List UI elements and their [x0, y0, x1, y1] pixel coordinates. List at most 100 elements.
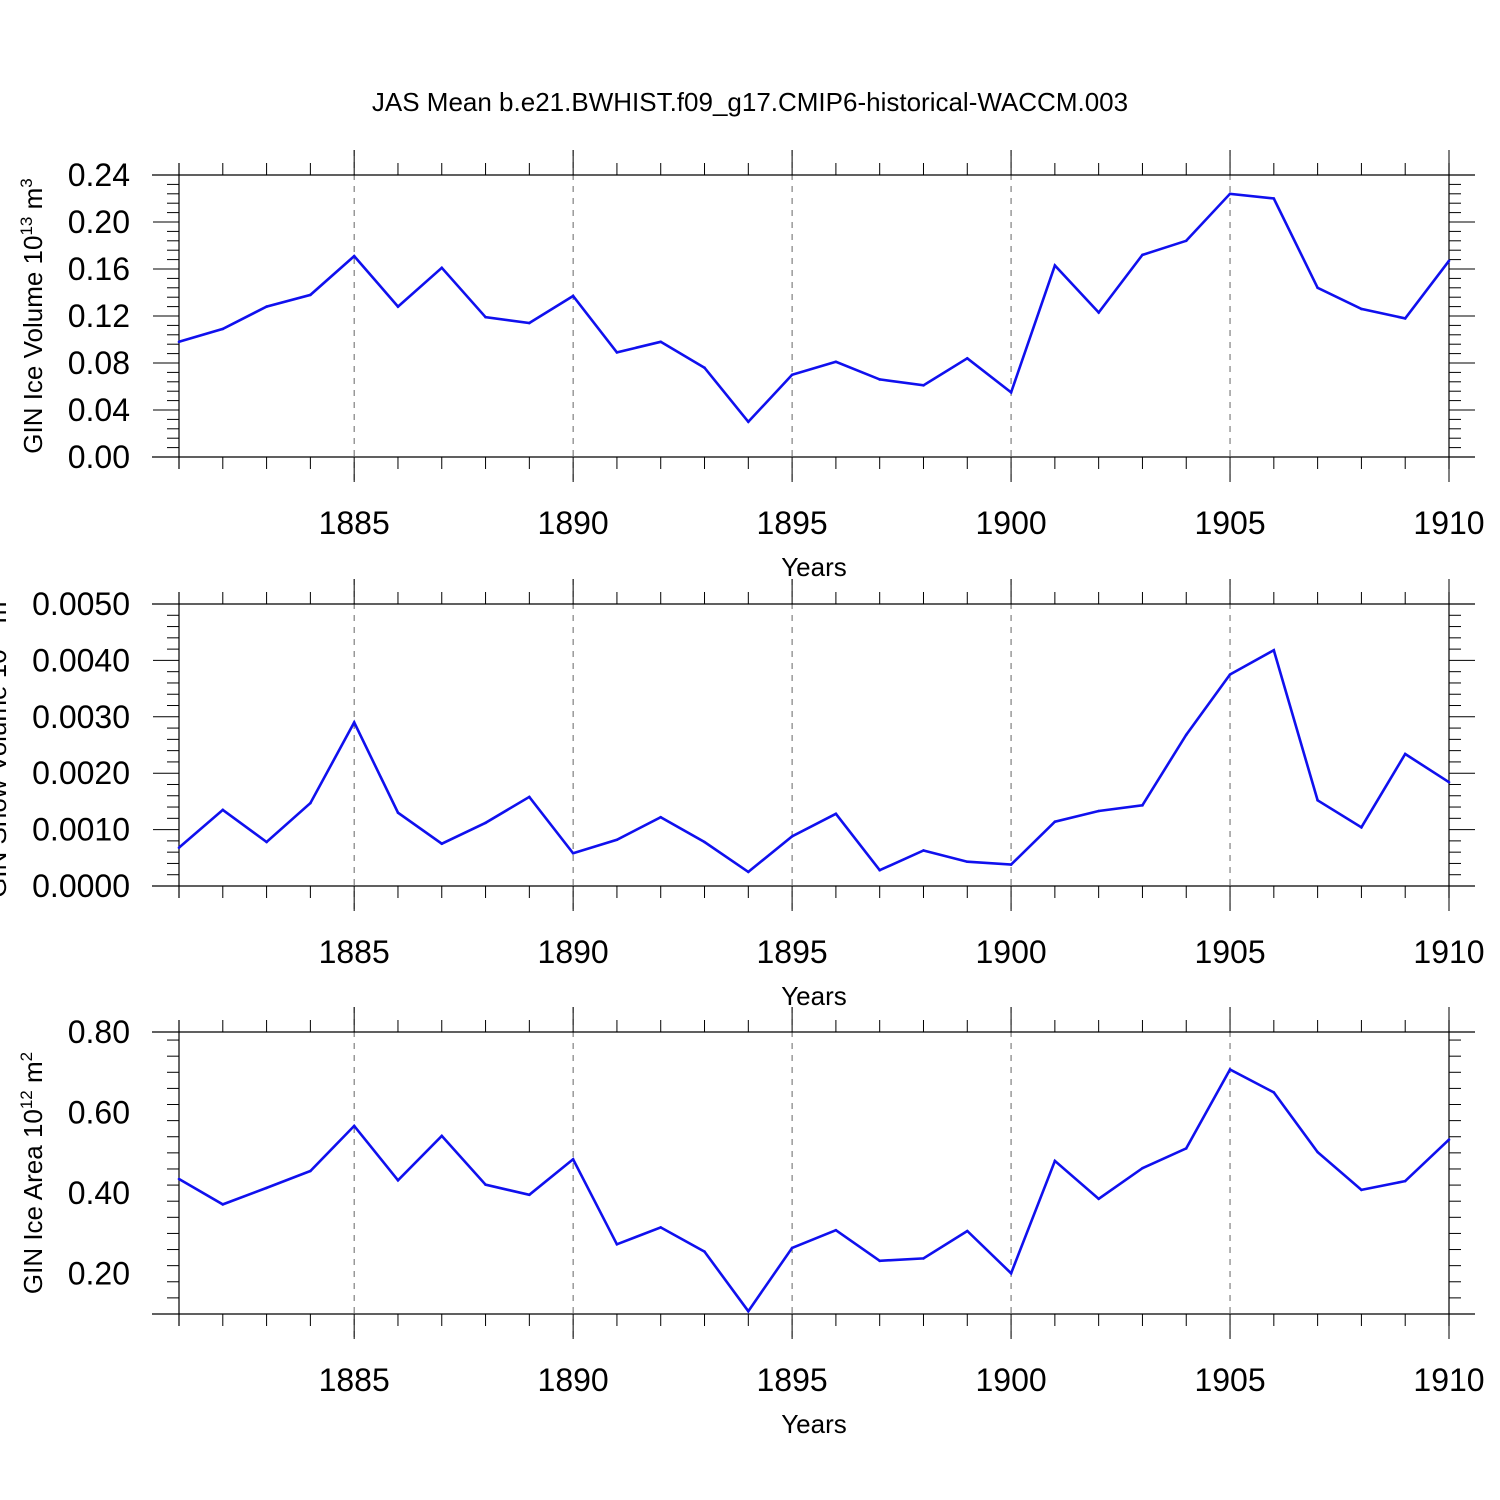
data-point: [1447, 259, 1451, 263]
data-point: [1360, 826, 1363, 829]
data-point: [265, 1186, 268, 1190]
y-tick-label: 0.0030: [32, 699, 130, 735]
data-point: [1053, 1159, 1057, 1163]
x-tick-label: 1895: [757, 1362, 828, 1398]
x-tick-label: 1910: [1413, 505, 1484, 541]
data-point: [1272, 1091, 1276, 1094]
data-point: [484, 315, 487, 319]
data-point: [528, 1193, 531, 1197]
y-tick-label: 0.0050: [32, 586, 130, 622]
y-label-exponent: 13: [17, 217, 36, 236]
y-tick-label: 0.20: [68, 204, 130, 240]
y-axis-label: GIN Ice Area 1012 m2: [17, 1052, 48, 1294]
data-point: [790, 1246, 794, 1250]
data-point: [309, 801, 312, 805]
ice-area-panel: 0.20 0.40 0.60 0.80 1885 1890 1895 1900 1905 1910…: [17, 1007, 1485, 1439]
y-tick-label: 0.12: [68, 298, 130, 334]
y-label-exponent: 12: [17, 1090, 36, 1109]
data-point: [747, 870, 750, 874]
data-point: [834, 360, 838, 364]
y-axis-label: GIN Ice Volume 1013 m3: [17, 178, 48, 454]
data-point: [265, 840, 268, 844]
data-point: [703, 840, 706, 844]
data-point: [177, 846, 181, 849]
data-point: [177, 1177, 181, 1181]
y-tick-label: 0.60: [68, 1095, 130, 1131]
x-tick-label: 1905: [1194, 934, 1265, 970]
data-point: [615, 1243, 619, 1246]
data-point: [440, 266, 444, 270]
data-point: [177, 340, 181, 344]
data-point: [396, 305, 400, 308]
x-tick-label: 1895: [757, 505, 828, 541]
y-tick-label: 0.16: [68, 251, 130, 287]
data-point: [1184, 1147, 1188, 1150]
y-tick-label: 0.20: [68, 1256, 130, 1292]
y-label-unit: m: [0, 602, 12, 631]
data-point: [1053, 264, 1057, 267]
data-point: [703, 366, 706, 370]
figure-title: JAS Mean b.e21.BWHIST.f09_g17.CMIP6-hist…: [372, 87, 1128, 117]
data-point: [1228, 673, 1232, 676]
data-point: [659, 340, 663, 344]
data-point: [1403, 317, 1407, 320]
data-point: [1403, 752, 1407, 756]
y-tick-label: 0.0010: [32, 812, 130, 848]
data-point: [1053, 820, 1057, 824]
x-tick-label: 1910: [1413, 934, 1484, 970]
x-axis-label: Years: [781, 981, 847, 1011]
data-point: [1097, 809, 1100, 813]
data-point: [878, 868, 881, 872]
data-point: [265, 305, 268, 308]
data-point: [352, 254, 356, 258]
data-point: [440, 1134, 444, 1138]
x-tick-label: 1900: [975, 505, 1046, 541]
data-point: [1009, 391, 1013, 394]
data-point: [528, 321, 531, 325]
data-point: [1447, 780, 1451, 784]
data-point: [659, 815, 663, 819]
x-tick-label: 1890: [538, 505, 609, 541]
snow-volume-panel: 0.0000 0.0010 0.0020 0.0030 0.0040 0.0050 1885…: [0, 579, 1485, 1011]
x-tick-label: 1890: [538, 1362, 609, 1398]
x-tick-label: 1910: [1413, 1362, 1484, 1398]
data-point: [659, 1226, 663, 1229]
x-tick-label: 1890: [538, 934, 609, 970]
y-axis-label: GIN Snow Volume 1013 m3: [0, 592, 12, 898]
y-label-main: GIN Ice Area 10: [18, 1109, 48, 1294]
data-point: [965, 1229, 969, 1233]
data-point: [1228, 192, 1232, 196]
y-tick-label: 0.04: [68, 392, 130, 428]
data-point: [221, 327, 225, 331]
series-line: [178, 1067, 1450, 1314]
y-tick-label: 0.00: [68, 439, 130, 475]
x-tick-label: 1885: [319, 934, 390, 970]
x-tick-label: 1885: [319, 1362, 390, 1398]
data-point: [309, 293, 312, 297]
y-tick-label: 0.0020: [32, 755, 130, 791]
data-point: [922, 849, 925, 852]
x-tick-label: 1895: [757, 934, 828, 970]
y-label-unit: m: [18, 1061, 48, 1090]
data-point: [1272, 197, 1276, 200]
y-tick-label: 0.80: [68, 1014, 130, 1050]
data-point: [965, 860, 969, 864]
data-point: [1360, 307, 1363, 311]
data-point: [571, 1158, 575, 1161]
y-tick-label: 0.40: [68, 1175, 130, 1211]
data-point: [1228, 1068, 1232, 1071]
data-point: [484, 821, 487, 825]
data-point: [221, 1203, 225, 1206]
data-point: [396, 1178, 400, 1182]
data-point: [352, 721, 356, 724]
x-axis-label: Years: [781, 552, 847, 582]
data-point: [1184, 733, 1188, 737]
data-point: [1009, 863, 1013, 866]
data-point: [790, 373, 794, 377]
data-point: [1097, 1197, 1100, 1201]
series-line: [178, 192, 1451, 424]
data-point: [352, 1124, 356, 1128]
data-point: [440, 842, 444, 845]
data-point: [1316, 1150, 1319, 1154]
